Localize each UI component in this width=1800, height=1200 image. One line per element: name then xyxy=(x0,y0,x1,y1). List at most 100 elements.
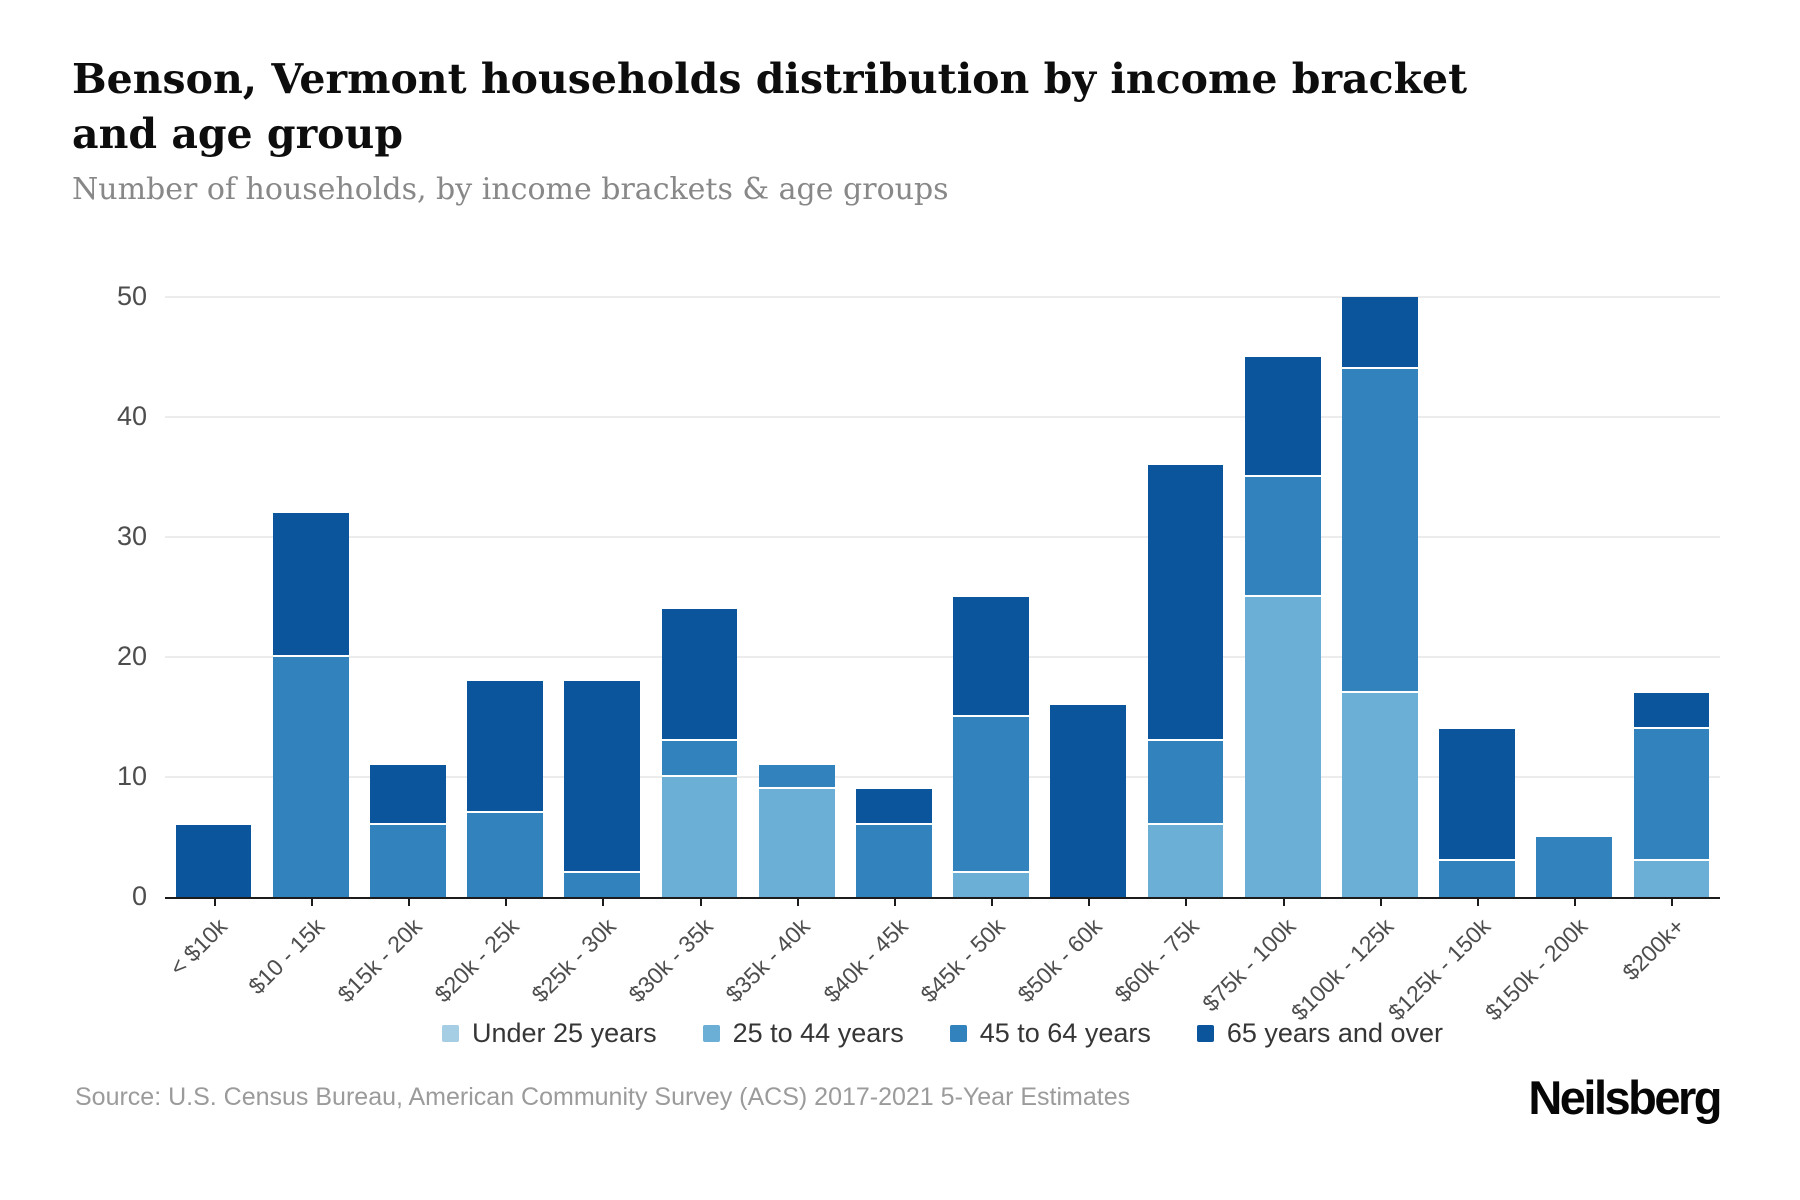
x-axis-label: $10 - 15k xyxy=(242,913,330,1000)
bar-segment[interactable] xyxy=(953,597,1029,717)
y-axis-tick-label: 50 xyxy=(116,281,147,311)
legend-item-25-to-44[interactable]: 25 to 44 years xyxy=(702,1018,904,1049)
bar-column-5: $25k - 30k xyxy=(526,254,651,1007)
bar-segment[interactable] xyxy=(564,873,641,897)
bar-segment[interactable] xyxy=(370,765,446,825)
y-axis-tick-label: 30 xyxy=(116,521,147,551)
legend-label: 25 to 44 years xyxy=(732,1018,904,1048)
bar-segment[interactable] xyxy=(1341,297,1418,369)
x-axis-label: $35k - 40k xyxy=(720,913,816,1008)
bar-segment[interactable] xyxy=(1147,741,1224,825)
x-axis-tick xyxy=(407,899,410,906)
bar-segment[interactable] xyxy=(856,789,932,825)
bar-segment[interactable] xyxy=(1633,729,1710,861)
bar-stack xyxy=(1147,465,1224,897)
x-axis-tick xyxy=(1477,899,1480,906)
bar-column-13: $100k - 125k xyxy=(1286,254,1428,1025)
legend-item-45-to-64[interactable]: 45 to 64 years xyxy=(949,1018,1151,1049)
x-axis-label: $20k - 25k xyxy=(429,913,524,1008)
bar-column-8: $40k - 45k xyxy=(818,254,942,1007)
page-title: Benson, Vermont households distribution … xyxy=(72,55,1468,158)
bar-segment[interactable] xyxy=(1633,861,1710,897)
page-subtitle: Number of households, by income brackets… xyxy=(72,172,949,207)
legend-swatch xyxy=(949,1025,967,1042)
bar-segment[interactable] xyxy=(370,825,446,897)
bar-column-15: $150k - 200k xyxy=(1480,254,1623,1025)
bar-segment[interactable] xyxy=(1536,837,1613,897)
x-axis-label: $45k - 50k xyxy=(915,913,1010,1008)
bar-column-4: $20k - 25k xyxy=(429,254,554,1007)
x-axis-tick xyxy=(310,899,313,906)
bar-segment[interactable] xyxy=(467,813,544,897)
x-axis-label: $100k - 125k xyxy=(1285,913,1399,1026)
bar-segment[interactable] xyxy=(564,681,641,873)
legend-label: 45 to 64 years xyxy=(979,1018,1151,1048)
legend-swatch xyxy=(442,1025,459,1042)
legend-item-under-25[interactable]: Under 25 years xyxy=(442,1018,657,1049)
bar-segment[interactable] xyxy=(758,789,835,897)
legend-label: Under 25 years xyxy=(472,1018,657,1048)
chart-legend: Under 25 years 25 to 44 years 45 to 64 y… xyxy=(165,1018,1720,1049)
bar-segment[interactable] xyxy=(1050,705,1127,897)
bar-segment[interactable] xyxy=(856,825,932,897)
bar-stack xyxy=(1633,693,1710,897)
bar-stack xyxy=(467,681,544,897)
bar-segment[interactable] xyxy=(953,873,1029,897)
legend-swatch xyxy=(702,1025,720,1042)
bar-column-16: $200k+ xyxy=(1618,254,1720,985)
bar-segment[interactable] xyxy=(1439,729,1515,861)
bar-segment[interactable] xyxy=(1633,693,1710,729)
x-axis-tick xyxy=(893,899,896,906)
gridline-y-40 xyxy=(165,416,1720,418)
bar-segment[interactable] xyxy=(1147,825,1224,897)
plot-area: 0 10 20 30 40 50 < $10k $10 - 15k $15k - 20k $20k… xyxy=(117,254,1720,1025)
bar-segment[interactable] xyxy=(272,513,349,657)
bar-column-11: $60k - 75k xyxy=(1110,254,1234,1007)
bar-segment[interactable] xyxy=(661,741,738,777)
bar-segment[interactable] xyxy=(661,777,738,897)
bar-segment[interactable] xyxy=(467,681,544,813)
x-axis-label: < $10k xyxy=(164,913,232,981)
bar-segment[interactable] xyxy=(758,765,835,789)
legend-item-65-and-over[interactable]: 65 years and over xyxy=(1196,1018,1443,1049)
bar-segment[interactable] xyxy=(1244,357,1321,477)
bar-segment[interactable] xyxy=(1341,693,1418,897)
neilsberg-logo: Neilsberg xyxy=(1528,1070,1722,1124)
bar-column-3: $15k - 20k xyxy=(332,254,456,1007)
bar-columns: < $10k $10 - 15k $15k - 20k $20k - 25k $25k … xyxy=(164,254,1720,1025)
bar-segment[interactable] xyxy=(1147,465,1224,741)
bar-column-7: $35k - 40k xyxy=(721,254,845,1007)
bar-stack xyxy=(175,825,252,897)
x-axis-tick xyxy=(699,899,702,906)
bar-segment[interactable] xyxy=(272,657,349,897)
bar-stack xyxy=(1244,357,1321,897)
x-axis-label: $150k - 200k xyxy=(1480,913,1593,1026)
bar-column-9: $45k - 50k xyxy=(915,254,1040,1007)
bar-stack xyxy=(1050,705,1127,897)
x-axis-tick xyxy=(602,899,605,906)
bar-stack xyxy=(758,765,835,897)
legend-swatch xyxy=(1196,1025,1214,1042)
gridline-y-50 xyxy=(165,296,1720,298)
gridline-y-20 xyxy=(165,656,1720,658)
bar-segment[interactable] xyxy=(1244,477,1321,597)
bar-segment[interactable] xyxy=(953,717,1029,873)
footer: Source: U.S. Census Bureau, American Com… xyxy=(75,1062,1722,1132)
bar-segment[interactable] xyxy=(661,609,738,741)
bar-segment[interactable] xyxy=(175,825,252,897)
bar-stack xyxy=(1536,837,1613,897)
x-axis-label: $50k - 60k xyxy=(1012,913,1107,1008)
bar-column-6: $30k - 35k xyxy=(624,254,748,1007)
x-axis-tick xyxy=(213,899,216,906)
x-axis-tick xyxy=(1574,899,1577,906)
x-axis-label: $60k - 75k xyxy=(1109,913,1204,1008)
bar-column-2: $10 - 15k xyxy=(243,254,359,999)
bar-segment[interactable] xyxy=(1244,597,1321,897)
x-axis-tick xyxy=(1185,899,1188,906)
x-axis-label: $25k - 30k xyxy=(526,913,621,1008)
bar-column-1: < $10k xyxy=(164,254,262,981)
bar-segment[interactable] xyxy=(1439,861,1515,897)
bar-segment[interactable] xyxy=(1341,369,1418,693)
x-axis-tick xyxy=(505,899,508,906)
